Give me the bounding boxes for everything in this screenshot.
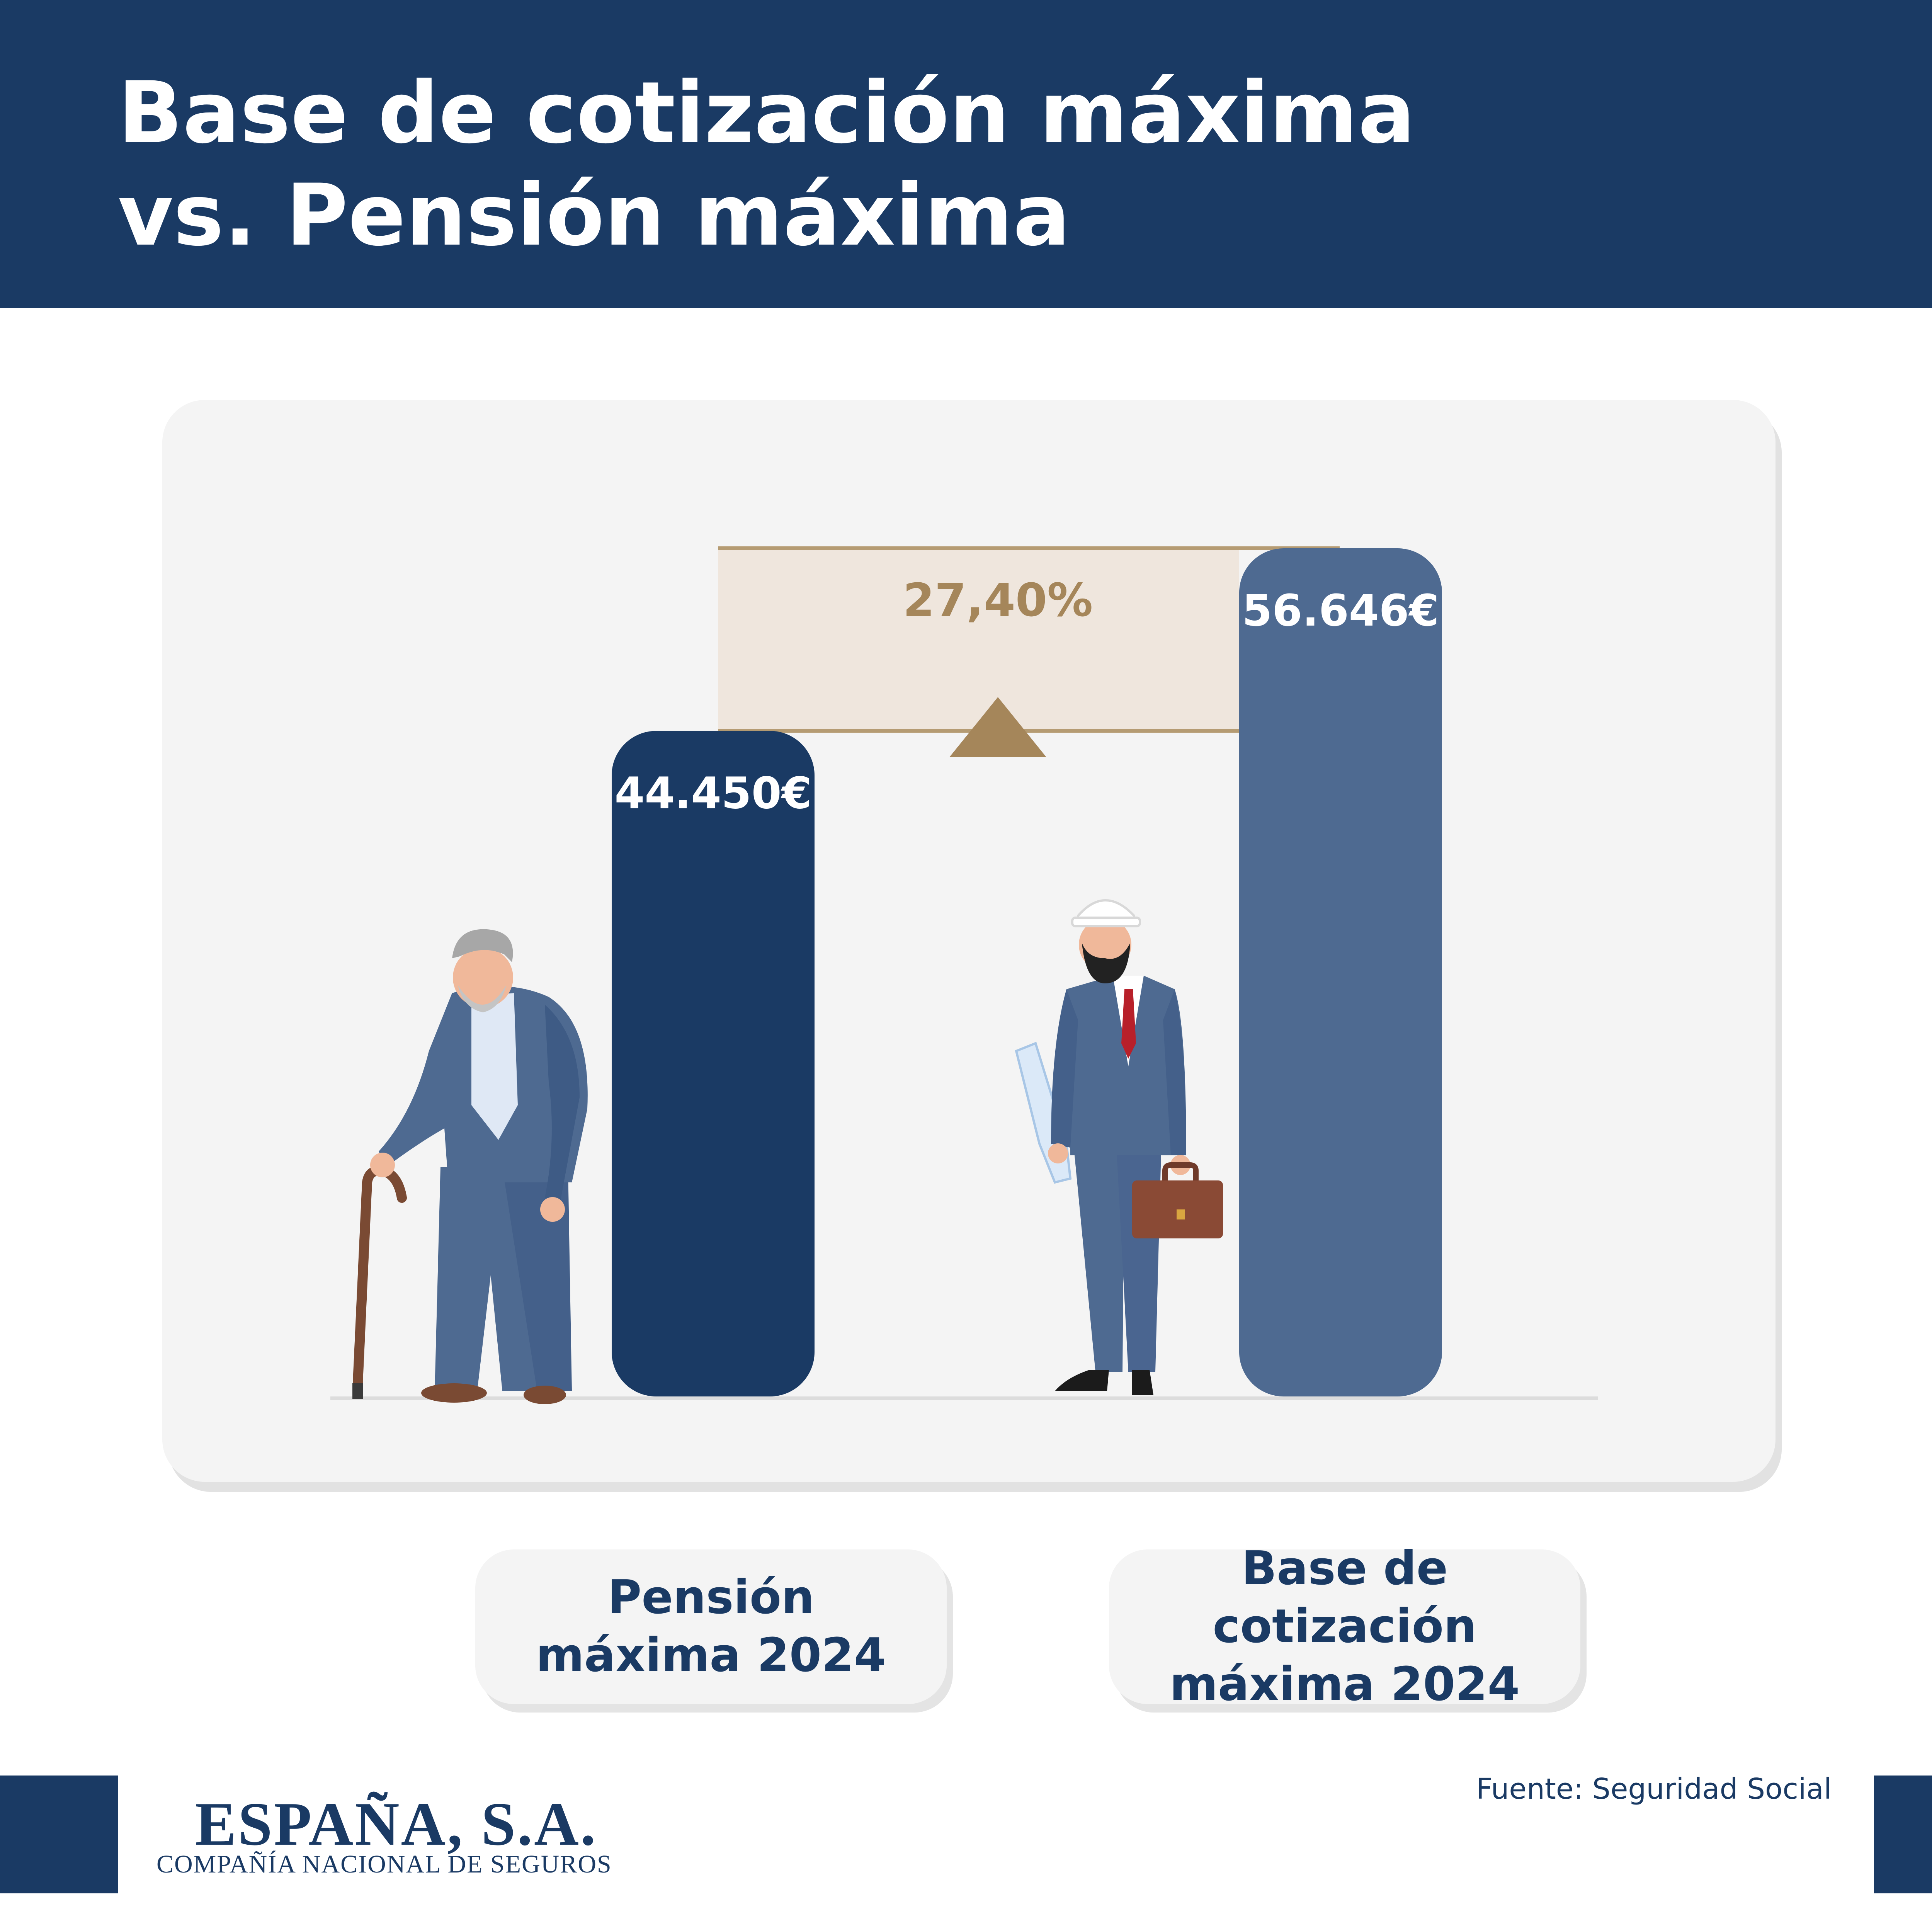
category-label-base: Base de cotización máxima 2024: [1109, 1542, 1580, 1711]
category-label-pension: Pensión máxima 2024: [475, 1549, 947, 1704]
header-banner: Base de cotización máxima vs. Pensión má…: [0, 0, 1932, 308]
up-arrow-icon: [949, 697, 1046, 757]
title-line-1: Base de cotización máxima: [118, 63, 1415, 162]
footer-corner-block-left: [0, 1776, 118, 1893]
company-logo-tagline: COMPAÑÍA NACIONAL DE SEGUROS: [156, 1850, 612, 1878]
category-label-base-line-2: máxima 2024: [1169, 1658, 1520, 1711]
difference-label: 27,40%: [903, 573, 1093, 627]
elderly-man-with-cane-illustration: [352, 929, 588, 1404]
source-note: Fuente: Seguridad Social: [1476, 1772, 1832, 1806]
footer-corner-block-right: [1874, 1776, 1932, 1893]
bar-value-label-base: 56.646€: [1242, 586, 1439, 636]
chart-baseline: [330, 1396, 1598, 1400]
bar-base-cotizacion-maxima: [1239, 548, 1442, 1396]
title-line-2: vs. Pensión máxima: [118, 166, 1071, 265]
company-logo-name: ESPAÑA, S.A.: [195, 1789, 597, 1858]
bar-value-label-pension: 44.450€: [614, 769, 811, 819]
difference-annotation: 27,40%: [718, 546, 1340, 757]
difference-band: [718, 548, 1239, 731]
category-label-pension-line-2: máxima 2024: [536, 1629, 886, 1682]
bar-pension-maxima: [612, 731, 815, 1396]
category-label-base-line-1: Base de cotización: [1213, 1542, 1477, 1653]
category-label-pension-line-1: Pensión: [607, 1571, 815, 1624]
page-title: Base de cotización máxima vs. Pensión má…: [118, 62, 1818, 267]
engineer-with-briefcase-illustration: [1015, 899, 1223, 1395]
